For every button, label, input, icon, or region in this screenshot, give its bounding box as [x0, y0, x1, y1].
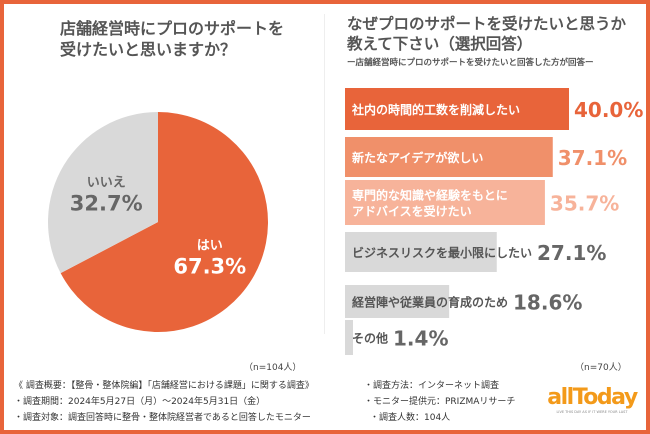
logo-tagline: LIVE THIS DAY AS IF IT WERE YOUR LAST: [556, 410, 628, 414]
right-title-line: なぜプロのサポートを受けたいと思うか: [347, 15, 627, 33]
bar: [345, 285, 450, 318]
divider: [324, 14, 325, 334]
bar-value: 1.4%: [393, 327, 448, 351]
alltoday-logo: allToday LIVE THIS DAY AS IF IT WERE YOUR…: [540, 386, 644, 414]
bar: [345, 232, 497, 272]
note: ・モニター提供元：PRIZMAリサーチ: [364, 397, 516, 407]
note: ・調査対象：調査回答時に整骨・整体院経営者であると回答したモニター: [14, 413, 311, 423]
left-sample-size: （n=104人）: [244, 363, 302, 373]
left-title-line: 受けたいと思いますか？: [60, 40, 237, 59]
bar: [345, 320, 353, 355]
notes-right: ・調査方法：インターネット調査・モニター提供元：PRIZMAリサーチ・調査人数：…: [364, 378, 515, 426]
notes-left: 《 調査概要：【整骨・整体院編】「店舗経営における課題」に関する調査》 ・調査期間…: [14, 378, 314, 426]
pie-label: いいえ: [87, 176, 126, 191]
left-title-line: 店舗経営時にプロのサポートを: [60, 19, 285, 38]
right-title: なぜプロのサポートを受けたいと思うか 教えて下さい（選択回答）: [347, 14, 626, 54]
bar-value: 35.7%: [550, 192, 619, 216]
left-title: 店舗経営時にプロのサポートを 受けたいと思いますか？: [60, 18, 284, 60]
bar-label: 新たなアイデアが欲しい: [352, 150, 483, 165]
note: ・調査期間：2024年5月27日（月）～2024年5月31日（金）: [14, 397, 266, 407]
note: ・調査人数：104人: [370, 413, 451, 423]
bar-label: 社内の時間的工数を削減したい: [351, 102, 520, 117]
logo-word: allToday: [547, 386, 638, 410]
bar-label: アドバイスを受けたい: [352, 204, 472, 219]
bar-value: 18.6%: [513, 291, 582, 315]
bar-label: 専門的な知識や経験をもとに: [352, 188, 508, 203]
pie-label: はい: [197, 238, 223, 253]
bar: [345, 88, 569, 130]
note: ・調査方法：インターネット調査: [364, 381, 500, 391]
bar: [345, 137, 553, 177]
bar-value: 40.0%: [574, 98, 643, 122]
bar-label: その他: [352, 331, 388, 346]
pie-value: 32.7%: [70, 192, 143, 216]
right-title-line: 教えて下さい（選択回答）: [347, 35, 533, 53]
right-subtitle: ー店舗経営時にプロのサポートを受けたいと回答した方が回答ー: [347, 58, 594, 68]
bar-label: ビジネスリスクを最小限にしたい: [352, 245, 532, 260]
bar: [345, 180, 545, 225]
pie-slice: [48, 112, 159, 274]
bar-value: 37.1%: [558, 146, 627, 170]
right-sample-size: （n=70人）: [575, 363, 627, 373]
bar-value: 27.1%: [537, 241, 606, 265]
bar-label: 経営陣や従業員の育成のため: [352, 295, 508, 310]
note: 《 調査概要：【整骨・整体院編】「店舗経営における課題」に関する調査》: [14, 381, 314, 391]
pie-value: 67.3%: [173, 254, 246, 278]
pie-slice: [60, 112, 268, 332]
